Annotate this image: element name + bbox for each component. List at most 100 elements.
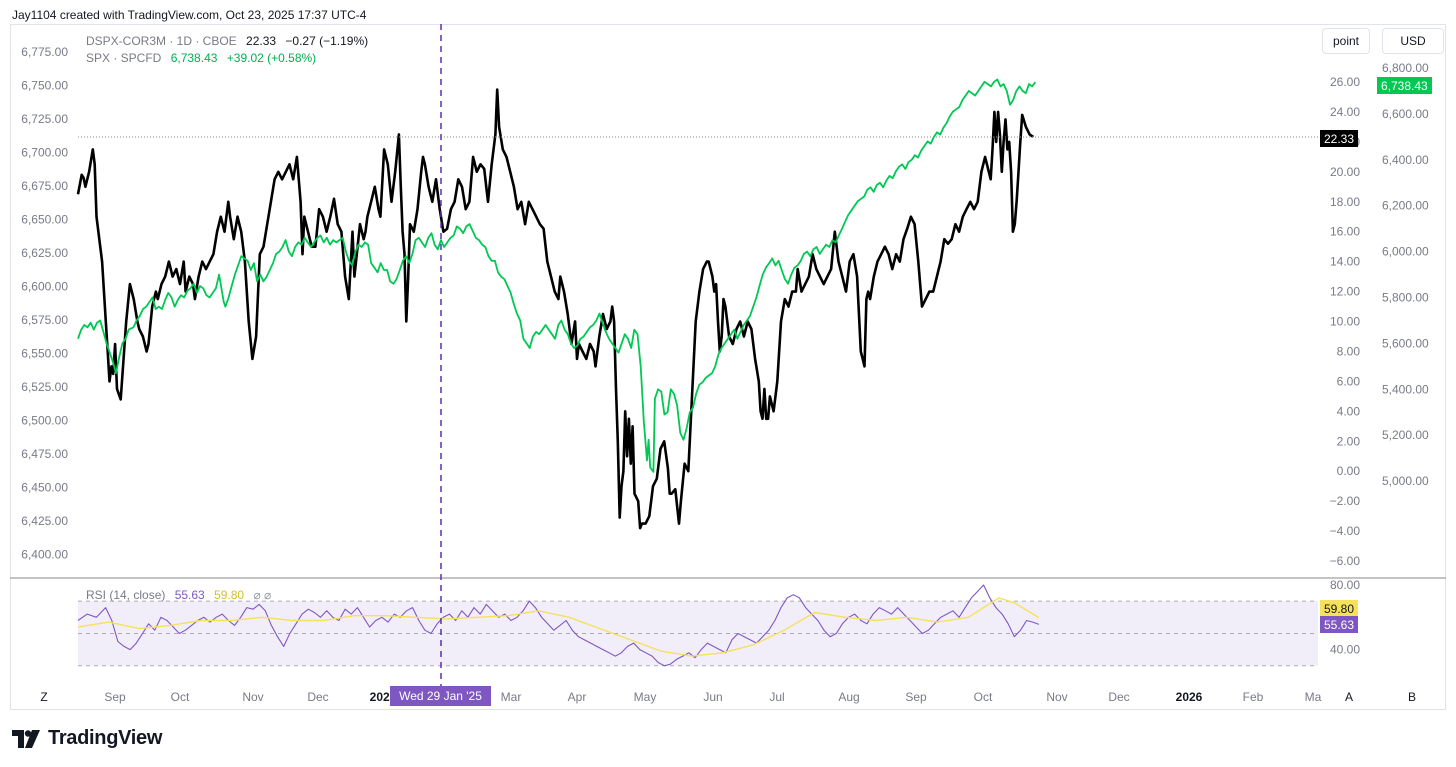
time-axis-tick: Mar — [501, 690, 522, 704]
time-axis-tick: Jun — [703, 690, 722, 704]
chart-frame[interactable] — [10, 24, 1446, 710]
dspx-axis-tick: 20.00 — [1330, 165, 1360, 179]
left-axis-tick: 6,400.00 — [21, 548, 68, 562]
legend-rsi-name: RSI (14, close) — [86, 588, 166, 602]
time-axis-tick: Nov — [242, 690, 263, 704]
spx-axis-tick: 5,600.00 — [1382, 336, 1429, 350]
time-axis[interactable]: Sep Oct Nov Dec 2025 Mar Apr May Jun Jul Aug Sep Oct… — [40, 690, 1416, 704]
left-axis-tick: 6,725.00 — [21, 112, 68, 126]
time-axis-tick: 2025 — [370, 690, 397, 704]
time-axis-tick: Aug — [838, 690, 859, 704]
left-axis-tick: 6,625.00 — [21, 246, 68, 260]
spx-axis-tick: 5,000.00 — [1382, 474, 1429, 488]
left-axis-tick: 6,575.00 — [21, 313, 68, 327]
legend-dspx-value: 22.33 — [246, 34, 277, 48]
legend-spx[interactable]: SPX · SPCFD 6,738.43 +39.02 (+0.58%) — [86, 51, 316, 65]
legend-spx-name: SPX · SPCFD — [86, 51, 162, 65]
dspx-axis-tick: −6.00 — [1330, 554, 1361, 568]
left-axis-tick: 6,525.00 — [21, 380, 68, 394]
left-axis-tick: 6,750.00 — [21, 79, 68, 93]
dspx-axis-tick: 10.00 — [1330, 315, 1360, 329]
time-axis-tick: Dec — [307, 690, 328, 704]
legend-spx-value: 6,738.43 — [170, 51, 218, 65]
left-axis-tick: 6,700.00 — [21, 146, 68, 160]
legend-spx-change: +39.02 (+0.58%) — [226, 51, 317, 65]
dspx-axis-tick: 18.00 — [1330, 195, 1360, 209]
time-axis-tick: Sep — [905, 690, 927, 704]
left-price-axis: 6,775.00 6,750.00 6,725.00 6,700.00 6,675.00… — [21, 45, 68, 562]
series-line-rsi-ma — [77, 597, 1040, 657]
dspx-axis-tick: 0.00 — [1337, 464, 1361, 478]
left-axis-tick: 6,650.00 — [21, 213, 68, 227]
spx-axis-tick: 6,000.00 — [1382, 245, 1429, 259]
crosshair-date-label: Wed 29 Jan '25 — [390, 686, 491, 706]
legend-dspx-change: −0.27 (−1.19%) — [285, 34, 369, 48]
dspx-last-price-tag: 22.33 — [1320, 130, 1359, 147]
spx-axis-tick: 6,400.00 — [1382, 153, 1429, 167]
time-axis-tick: Dec — [1108, 690, 1129, 704]
spx-axis-tick: 5,400.00 — [1382, 382, 1429, 396]
legend-rsi[interactable]: RSI (14, close) 55.63 59.80 ⌀ ⌀ — [86, 588, 271, 602]
brand-name: TradingView — [48, 727, 163, 749]
left-axis-tick: 6,475.00 — [21, 447, 68, 461]
left-axis-tick: 6,775.00 — [21, 45, 68, 59]
rsi-band: 80.00 40.00 — [78, 578, 1360, 667]
series-line-rsi — [77, 584, 1040, 667]
time-axis-tick: Oct — [974, 690, 993, 704]
right-axis-dspx: 26.0024.0022.0020.0018.0016.0014.0012.00… — [1330, 75, 1361, 568]
right-axis-spx: 6,800.00 6,600.00 6,400.00 6,200.00 6,000.00… — [1382, 61, 1429, 488]
legend-rsi-icons[interactable]: ⌀ ⌀ — [253, 588, 272, 602]
auto-scale-button: A — [1345, 690, 1353, 704]
point-button[interactable]: point — [1322, 28, 1370, 54]
time-axis-tick: Jul — [769, 690, 784, 704]
time-axis-tick: Oct — [171, 690, 190, 704]
rsi-ma-tag: 59.80 — [1320, 600, 1359, 617]
left-axis-tick: 6,425.00 — [21, 514, 68, 528]
spx-last-price-tag: 6,738.43 — [1377, 77, 1432, 94]
dspx-axis-tick: 2.00 — [1337, 434, 1361, 448]
rsi-axis-tick: 40.00 — [1330, 643, 1360, 657]
currency-button[interactable]: USD — [1382, 28, 1444, 54]
time-axis-tick: Nov — [1046, 690, 1067, 704]
log-scale-button: B — [1408, 690, 1416, 704]
zoom-button: Z — [40, 690, 47, 704]
dspx-axis-tick: 26.00 — [1330, 75, 1360, 89]
left-axis-tick: 6,450.00 — [21, 481, 68, 495]
spx-axis-tick: 6,200.00 — [1382, 199, 1429, 213]
dspx-axis-tick: 4.00 — [1337, 404, 1361, 418]
legend-rsi-ma: 59.80 — [214, 588, 245, 602]
time-axis-tick: Feb — [1243, 690, 1264, 704]
series-layer — [76, 78, 1040, 667]
dspx-axis-tick: −4.00 — [1330, 524, 1361, 538]
brand-logo[interactable]: TradingView — [12, 727, 162, 750]
dspx-axis-tick: 6.00 — [1337, 374, 1361, 388]
dspx-axis-tick: 14.00 — [1330, 255, 1360, 269]
series-line-dspx-cor3m — [76, 88, 1035, 530]
dspx-axis-tick: 24.00 — [1330, 105, 1360, 119]
tradingview-logo-icon — [12, 729, 40, 748]
left-axis-tick: 6,500.00 — [21, 414, 68, 428]
dspx-axis-tick: −2.00 — [1330, 494, 1361, 508]
spx-axis-tick: 6,800.00 — [1382, 61, 1429, 75]
dspx-axis-tick: 8.00 — [1337, 344, 1361, 358]
creator-credit: Jay1104 created with TradingView.com, Oc… — [12, 8, 367, 22]
time-axis-tick: 2026 — [1176, 690, 1203, 704]
time-axis-tick: Ma — [1305, 690, 1322, 704]
legend-rsi-value: 55.63 — [174, 588, 205, 602]
spx-axis-tick: 5,200.00 — [1382, 428, 1429, 442]
dspx-axis-tick: 12.00 — [1330, 285, 1360, 299]
time-axis-tick: Apr — [568, 690, 587, 704]
dspx-axis-tick: 16.00 — [1330, 225, 1360, 239]
series-line-spx — [77, 78, 1037, 473]
rsi-axis-tick: 80.00 — [1330, 578, 1360, 592]
left-axis-tick: 6,550.00 — [21, 347, 68, 361]
rsi-tag: 55.63 — [1320, 616, 1359, 633]
time-axis-tick: Sep — [104, 690, 126, 704]
left-axis-tick: 6,675.00 — [21, 179, 68, 193]
time-axis-tick: May — [634, 690, 657, 704]
spx-axis-tick: 5,800.00 — [1382, 291, 1429, 305]
left-axis-tick: 6,600.00 — [21, 280, 68, 294]
legend-dspx[interactable]: DSPX-COR3M · 1D · CBOE 22.33 −0.27 (−1.1… — [86, 34, 368, 48]
legend-dspx-name: DSPX-COR3M · 1D · CBOE — [86, 34, 237, 48]
